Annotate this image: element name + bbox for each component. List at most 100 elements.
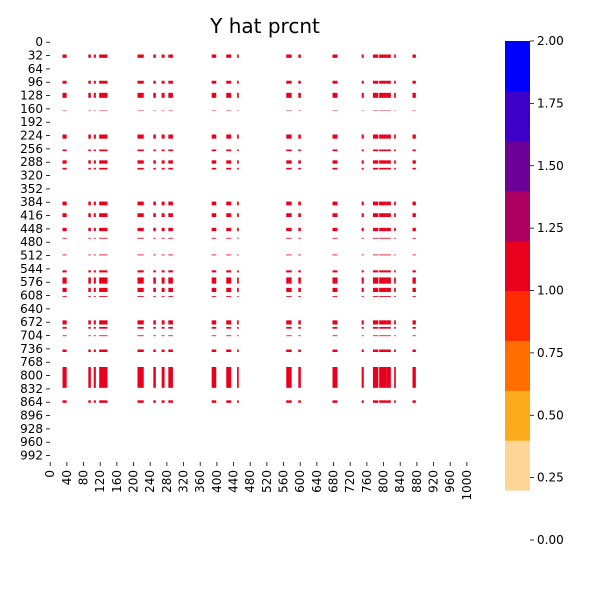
heatmap-cell xyxy=(153,287,156,292)
heatmap-cell xyxy=(386,320,391,325)
heatmap-cell xyxy=(286,335,292,337)
heatmap-cell xyxy=(379,296,387,297)
colorbar-tick-label: 1.50 xyxy=(537,159,564,173)
heatmap-cell xyxy=(298,400,301,403)
heatmap-cell xyxy=(237,270,239,273)
heatmap-cell xyxy=(62,349,67,352)
heatmap-cell xyxy=(394,335,396,337)
heatmap-cell xyxy=(168,134,173,139)
y-tick-label: 128 xyxy=(20,89,43,103)
heatmap-cell xyxy=(379,92,387,98)
heatmap-cell xyxy=(137,54,144,58)
heatmap-cell xyxy=(99,287,108,292)
heatmap-cell xyxy=(361,277,364,284)
heatmap-cell xyxy=(226,134,232,139)
heatmap-cell xyxy=(332,349,338,352)
x-tick-label: 120 xyxy=(93,470,107,493)
heatmap-cell xyxy=(62,80,67,84)
heatmap-cell xyxy=(88,237,91,239)
heatmap-cell xyxy=(286,54,292,58)
heatmap-cell xyxy=(372,320,379,325)
heatmap-cell xyxy=(88,287,91,292)
colorbar-segment xyxy=(505,240,530,291)
heatmap-cell xyxy=(88,134,91,139)
heatmap-cell xyxy=(332,227,338,232)
colorbar-tick-label: 1.00 xyxy=(537,284,564,298)
heatmap-cell xyxy=(372,296,379,297)
x-tick-label: 680 xyxy=(327,470,341,493)
heatmap-cell xyxy=(168,335,173,337)
heatmap-cell xyxy=(62,237,67,239)
heatmap-cell xyxy=(211,349,217,352)
heatmap-cell xyxy=(211,367,217,388)
heatmap-cell xyxy=(99,335,108,337)
colorbar-segment xyxy=(505,90,530,142)
heatmap-cell xyxy=(93,213,96,217)
x-tick-label: 280 xyxy=(160,470,174,493)
heatmap-cell xyxy=(372,254,379,256)
heatmap-cell xyxy=(62,287,67,292)
heatmap-cell xyxy=(394,270,396,273)
heatmap-cell xyxy=(168,201,173,206)
heatmap-cell xyxy=(412,296,416,297)
heatmap-cell xyxy=(137,167,144,170)
y-tick-label: 384 xyxy=(20,195,43,209)
heatmap-cell xyxy=(286,270,292,273)
heatmap-cell xyxy=(88,160,91,164)
heatmap-cell xyxy=(211,270,217,273)
heatmap-cell xyxy=(62,92,67,98)
heatmap-cell xyxy=(211,149,217,152)
heatmap-cell xyxy=(298,237,301,239)
heatmap-cell xyxy=(394,327,396,329)
heatmap-cell xyxy=(237,254,239,256)
heatmap-cell xyxy=(379,54,387,58)
heatmap-cell xyxy=(99,54,108,58)
heatmap-cell xyxy=(372,400,379,403)
heatmap-cell xyxy=(137,92,144,98)
heatmap-cell xyxy=(237,349,239,352)
y-tick-label: 992 xyxy=(20,449,43,463)
heatmap-cell xyxy=(332,54,338,58)
heatmap-cell xyxy=(394,92,396,98)
heatmap-cell xyxy=(226,254,232,256)
heatmap-cell xyxy=(168,254,173,256)
heatmap-cell xyxy=(153,134,156,139)
heatmap-cell xyxy=(237,213,239,217)
heatmap-cell xyxy=(237,227,239,232)
heatmap-cell xyxy=(386,92,391,98)
heatmap-cell xyxy=(211,201,217,206)
heatmap-cell xyxy=(168,296,173,297)
y-tick-label: 352 xyxy=(20,182,43,196)
y-tick-label: 224 xyxy=(20,129,43,143)
heatmap-cell xyxy=(332,320,338,325)
colorbar-segment xyxy=(505,340,530,391)
heatmap-cell xyxy=(298,287,301,292)
colorbar-segment xyxy=(505,490,530,541)
heatmap-cell xyxy=(93,327,96,329)
heatmap-cell xyxy=(286,227,292,232)
heatmap-cell xyxy=(161,134,165,139)
heatmap-cell xyxy=(226,270,232,273)
heatmap-cell xyxy=(286,237,292,239)
x-tick-label: 0 xyxy=(43,470,57,478)
x-tick-label: 440 xyxy=(227,470,241,493)
heatmap-cell xyxy=(386,134,391,139)
heatmap-cell xyxy=(153,149,156,152)
heatmap-cell xyxy=(211,92,217,98)
heatmap-cell xyxy=(161,320,165,325)
heatmap-cell xyxy=(361,296,364,297)
heatmap-cell xyxy=(379,277,387,284)
heatmap-cell xyxy=(386,277,391,284)
heatmap-cell xyxy=(93,149,96,152)
heatmap-cell xyxy=(226,237,232,239)
heatmap-cell xyxy=(161,287,165,292)
heatmap-cell xyxy=(137,160,144,164)
heatmap-cell xyxy=(394,277,396,284)
heatmap-cell xyxy=(386,160,391,164)
heatmap-cell xyxy=(372,160,379,164)
heatmap-cell xyxy=(99,201,108,206)
heatmap-cell xyxy=(412,254,416,256)
heatmap-cell xyxy=(211,320,217,325)
heatmap-cell xyxy=(211,237,217,239)
heatmap-cell xyxy=(386,327,391,329)
